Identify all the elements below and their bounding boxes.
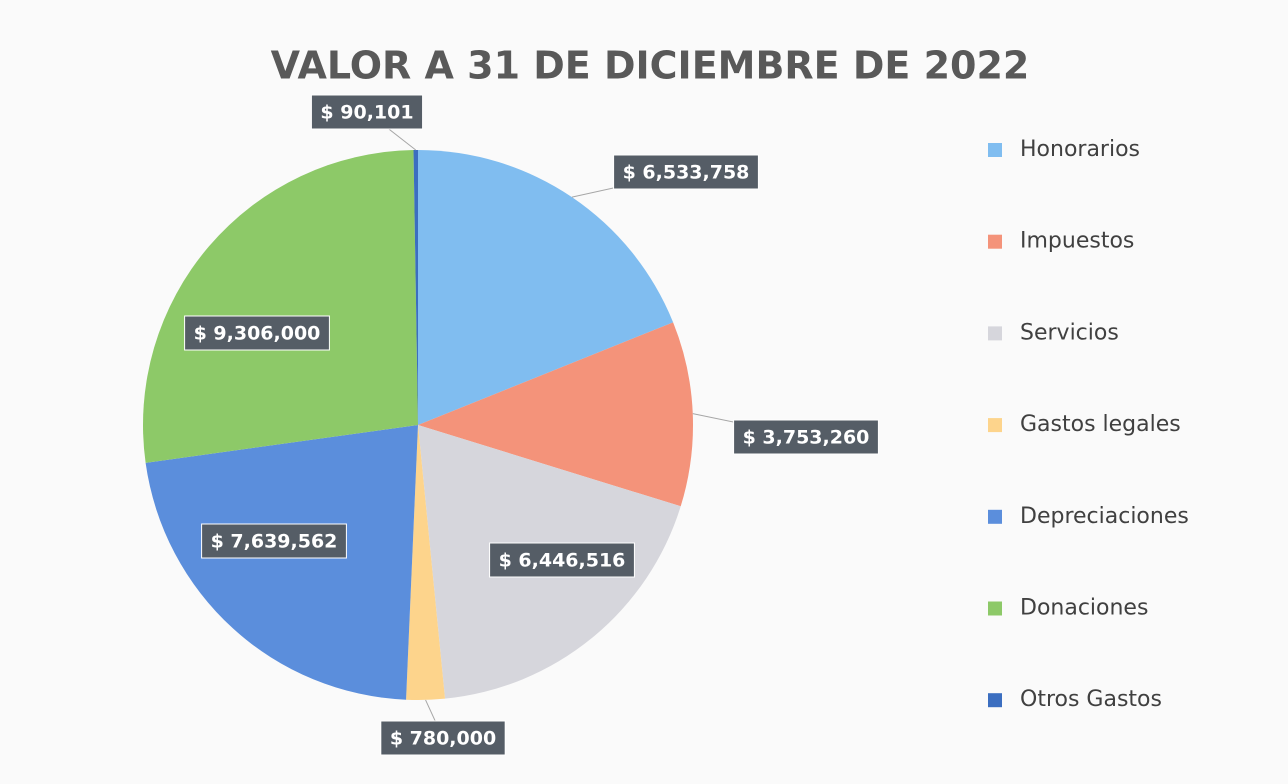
data-label-text: $ 9,306,000 xyxy=(194,323,321,345)
pie-slice xyxy=(142,150,418,463)
data-label-box xyxy=(613,154,759,190)
pie-slice xyxy=(418,322,693,507)
data-label-box xyxy=(201,523,347,559)
chart-title: VALOR A 31 DE DICIEMBRE DE 2022 xyxy=(271,44,1030,88)
data-label-box xyxy=(489,542,635,578)
data-label: $ 90,101 xyxy=(310,94,424,130)
legend-swatch xyxy=(988,601,1002,616)
data-label-text: $ 6,533,758 xyxy=(623,162,750,184)
data-label-text: $ 90,101 xyxy=(320,102,413,124)
pie-slice xyxy=(418,150,674,425)
legend-label: Impuestos xyxy=(1020,229,1134,254)
legend-swatch xyxy=(988,234,1002,249)
legend-swatch xyxy=(988,418,1002,433)
data-label-text: $ 7,639,562 xyxy=(211,531,338,553)
data-label-box xyxy=(380,720,506,756)
data-label: $ 7,639,562 xyxy=(201,523,347,559)
pie-slice xyxy=(413,150,418,425)
data-label-box xyxy=(733,419,879,455)
legend-label: Depreciaciones xyxy=(1020,504,1189,529)
legend-swatch xyxy=(988,693,1002,708)
data-label-text: $ 6,446,516 xyxy=(499,550,626,572)
data-label: $ 9,306,000 xyxy=(184,315,330,351)
legend-swatch xyxy=(988,143,1002,157)
data-label-text: $ 780,000 xyxy=(390,728,496,750)
data-label: $ 3,753,260 xyxy=(733,419,879,455)
data-label: $ 6,533,758 xyxy=(613,154,759,190)
legend-swatch xyxy=(988,509,1002,524)
data-label: $ 780,000 xyxy=(380,720,506,756)
legend-label: Gastos legales xyxy=(1020,412,1181,437)
data-label-box xyxy=(184,315,330,351)
pie-slice xyxy=(406,425,446,700)
legend-swatch xyxy=(988,326,1002,341)
legend-label: Honorarios xyxy=(1020,137,1140,162)
legend-label: Donaciones xyxy=(1020,596,1148,621)
data-label-box xyxy=(310,94,424,130)
data-label-text: $ 3,753,260 xyxy=(743,427,870,449)
data-label: $ 6,446,516 xyxy=(489,542,635,578)
legend-label: Otros Gastos xyxy=(1020,687,1162,712)
legend-label: Servicios xyxy=(1020,320,1119,345)
pie-slice xyxy=(145,425,418,700)
